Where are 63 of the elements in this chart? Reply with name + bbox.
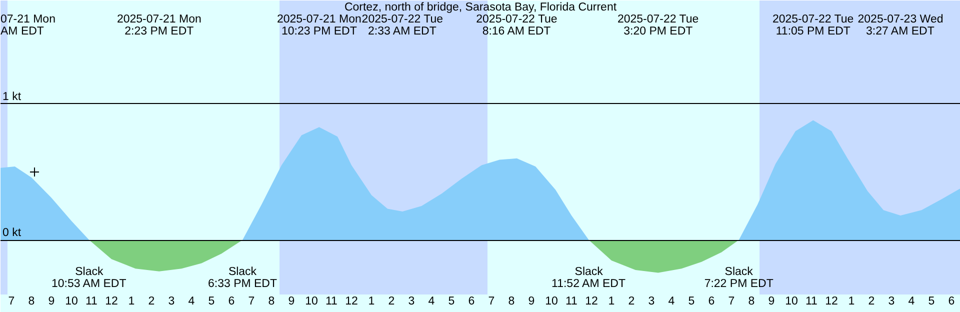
x-tick-label: 12	[825, 296, 838, 308]
x-tick-label: 9	[48, 296, 55, 308]
annotation: Slack 11:52 AM EDT	[552, 266, 626, 290]
x-tick-label: 1	[128, 296, 135, 308]
x-tick-label: 4	[428, 296, 436, 308]
y-tick-label: 0 kt	[2, 227, 22, 240]
annotation: Slack 6:33 PM EDT	[208, 266, 278, 290]
x-tick-label: 8	[508, 296, 515, 308]
x-tick-label: 9	[288, 296, 295, 308]
x-tick-label: 12	[105, 296, 118, 308]
x-tick-label: 8	[28, 296, 35, 308]
x-tick-label: 7	[248, 296, 255, 308]
x-tick-label: 5	[688, 296, 695, 308]
x-tick-label: 11	[566, 296, 578, 308]
annotation: 2025-07-22 Tue 3:20 PM EDT	[617, 14, 699, 38]
x-tick-label: 7	[8, 296, 15, 308]
annotation: 07-21 Mon AM EDT	[0, 14, 56, 38]
x-tick-label: 4	[188, 296, 196, 308]
x-tick-label: 7	[488, 296, 495, 308]
x-tick-label: 3	[888, 296, 895, 308]
x-tick-label: 2	[868, 296, 875, 308]
annotation: 2025-07-22 Tue 11:05 PM EDT	[772, 14, 854, 38]
annotation: 2025-07-21 Mon 10:23 PM EDT	[276, 14, 362, 38]
x-tick-label: 3	[408, 296, 415, 308]
annotation: 2025-07-23 Wed 3:27 AM EDT	[858, 14, 944, 38]
x-tick-label: 3	[648, 296, 655, 308]
x-tick-label: 8	[268, 296, 275, 308]
x-tick-label: 1	[608, 296, 615, 308]
x-tick-label: 1	[368, 296, 375, 308]
x-tick-label: 12	[585, 296, 598, 308]
x-tick-label: 9	[528, 296, 535, 308]
annotation: 2025-07-21 Mon 2:23 PM EDT	[116, 14, 202, 38]
x-tick-label: 10	[785, 296, 798, 308]
x-tick-label: 5	[448, 296, 455, 308]
x-tick-label: 10	[545, 296, 558, 308]
x-tick-label: 6	[948, 296, 955, 308]
x-tick-label: 10	[65, 296, 78, 308]
x-tick-label: 11	[86, 296, 98, 308]
chart-title: Cortez, north of bridge, Sarasota Bay, Florida Current	[344, 2, 618, 14]
x-tick-label: 10	[305, 296, 318, 308]
x-tick-label: 8	[748, 296, 755, 308]
annotation: Slack 10:53 AM EDT	[51, 266, 126, 290]
annotation: Slack 7:22 PM EDT	[704, 266, 774, 290]
annotation: 2025-07-22 Tue 2:33 AM EDT	[362, 14, 443, 38]
x-tick-label: 5	[928, 296, 935, 308]
x-tick-label: 4	[908, 296, 916, 308]
x-tick-label: 6	[468, 296, 475, 308]
x-tick-label: 2	[388, 296, 395, 308]
x-tick-label: 3	[168, 296, 175, 308]
x-tick-label: 6	[708, 296, 715, 308]
x-tick-label: 2	[628, 296, 635, 308]
x-tick-label: 11	[806, 296, 818, 308]
x-tick-label: 5	[208, 296, 215, 308]
x-tick-label: 7	[728, 296, 735, 308]
x-tick-label: 9	[768, 296, 775, 308]
y-tick-label: 1 kt	[2, 90, 22, 103]
x-tick-label: 11	[326, 296, 338, 308]
x-tick-label: 1	[848, 296, 855, 308]
x-tick-label: 4	[668, 296, 676, 308]
x-tick-label: 2	[148, 296, 155, 308]
x-tick-label: 6	[228, 296, 235, 308]
x-tick-label: 12	[345, 296, 358, 308]
annotation: 2025-07-22 Tue 8:16 AM EDT	[476, 14, 558, 38]
